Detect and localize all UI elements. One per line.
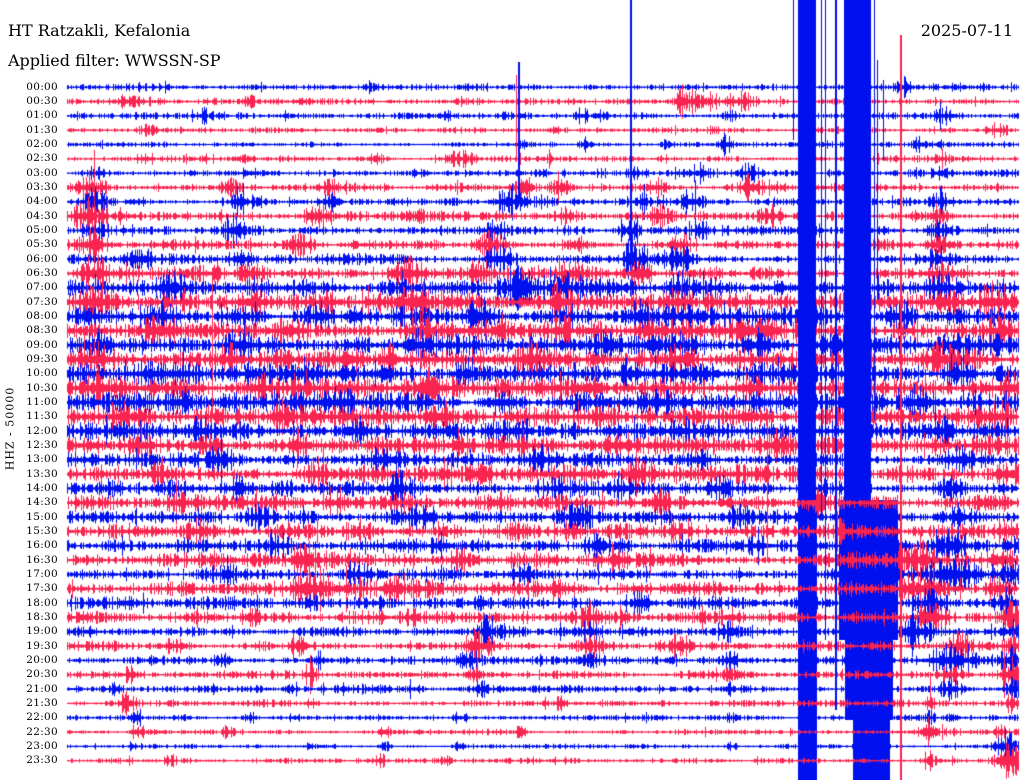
time-label: 16:00 (26, 539, 58, 552)
time-label: 00:00 (26, 80, 58, 93)
time-label: 22:00 (26, 711, 58, 724)
time-label: 05:00 (26, 224, 58, 236)
time-label: 20:30 (26, 668, 58, 681)
time-label: 14:00 (26, 481, 58, 494)
time-label: 07:30 (26, 295, 58, 308)
time-label: 12:30 (26, 438, 58, 451)
time-label: 18:30 (26, 610, 58, 623)
time-label: 23:00 (26, 739, 58, 752)
time-label: 14:30 (26, 496, 58, 509)
filter-label: Applied filter: WWSSN-SP (8, 51, 221, 70)
station-title: HT Ratzakli, Kefalonia (8, 21, 191, 40)
time-label: 01:00 (26, 109, 58, 122)
time-label: 02:30 (26, 152, 58, 165)
time-label: 09:30 (26, 352, 58, 365)
time-label: 13:30 (26, 467, 58, 480)
time-label: 11:30 (26, 410, 58, 423)
time-label: 03:00 (26, 166, 58, 179)
time-label: 19:30 (26, 639, 58, 652)
time-label: 19:00 (26, 625, 58, 638)
time-label: 01:30 (26, 123, 58, 136)
time-label: 11:00 (26, 395, 58, 408)
time-label: 02:00 (26, 138, 58, 151)
time-label: 04:30 (26, 209, 58, 222)
date-label: 2025-07-11 (920, 21, 1013, 40)
time-label: 10:00 (26, 367, 58, 380)
time-label: 23:30 (26, 754, 58, 767)
time-label: 05:30 (26, 238, 58, 251)
time-label: 16:30 (26, 553, 58, 566)
time-label: 13:00 (26, 453, 58, 466)
time-label: 04:00 (26, 195, 58, 208)
time-label: 06:30 (26, 266, 58, 279)
time-label: 12:00 (26, 424, 58, 437)
time-label: 03:30 (26, 181, 58, 193)
time-label: 10:30 (26, 381, 58, 394)
time-label: 15:30 (26, 524, 58, 537)
time-label: 22:30 (26, 725, 58, 738)
time-label: 21:30 (26, 696, 58, 709)
time-label: 17:30 (26, 582, 58, 595)
time-label: 06:00 (26, 252, 58, 265)
time-label: 09:00 (26, 338, 58, 351)
time-label: 18:00 (26, 596, 58, 609)
time-label: 20:00 (26, 653, 58, 666)
time-label: 00:30 (26, 95, 58, 108)
time-label: 08:00 (26, 309, 58, 322)
time-label: 21:00 (26, 682, 58, 695)
time-label: 15:00 (26, 510, 58, 523)
time-label: 07:00 (26, 281, 58, 294)
time-label: 08:30 (26, 324, 58, 337)
time-label: 17:00 (26, 567, 58, 580)
